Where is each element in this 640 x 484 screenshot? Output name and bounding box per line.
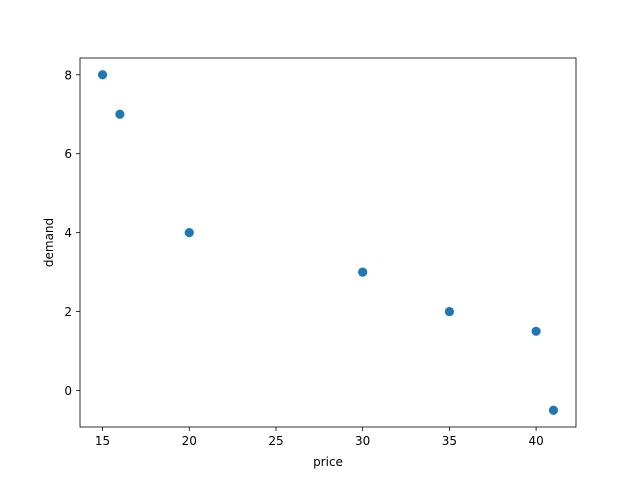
plot-frame (79, 57, 577, 428)
data-point (548, 405, 559, 415)
x-axis-ticks: 15 20 25 30 35 40 (95, 427, 544, 448)
data-point (115, 109, 125, 119)
x-tick-label: 40 (528, 434, 543, 448)
x-tick-label: 20 (182, 434, 197, 448)
y-tick-label: 0 (64, 384, 72, 398)
x-axis-label: price (313, 455, 343, 469)
data-point (97, 70, 108, 80)
data-point (444, 306, 454, 317)
x-tick-label: 35 (442, 434, 457, 448)
y-tick-label: 4 (64, 226, 72, 240)
y-axis-label: demand (42, 218, 56, 267)
x-tick-label: 15 (95, 434, 110, 448)
y-tick-label: 8 (64, 68, 72, 82)
x-tick-label: 30 (355, 434, 370, 448)
data-point (531, 326, 541, 336)
y-tick-label: 2 (64, 305, 72, 319)
y-tick-label: 6 (64, 147, 72, 161)
x-tick-label: 25 (268, 434, 283, 448)
data-point (184, 228, 194, 238)
data-points (97, 70, 559, 415)
data-point (358, 267, 368, 277)
y-axis-ticks: 0 2 4 6 8 (64, 68, 80, 398)
